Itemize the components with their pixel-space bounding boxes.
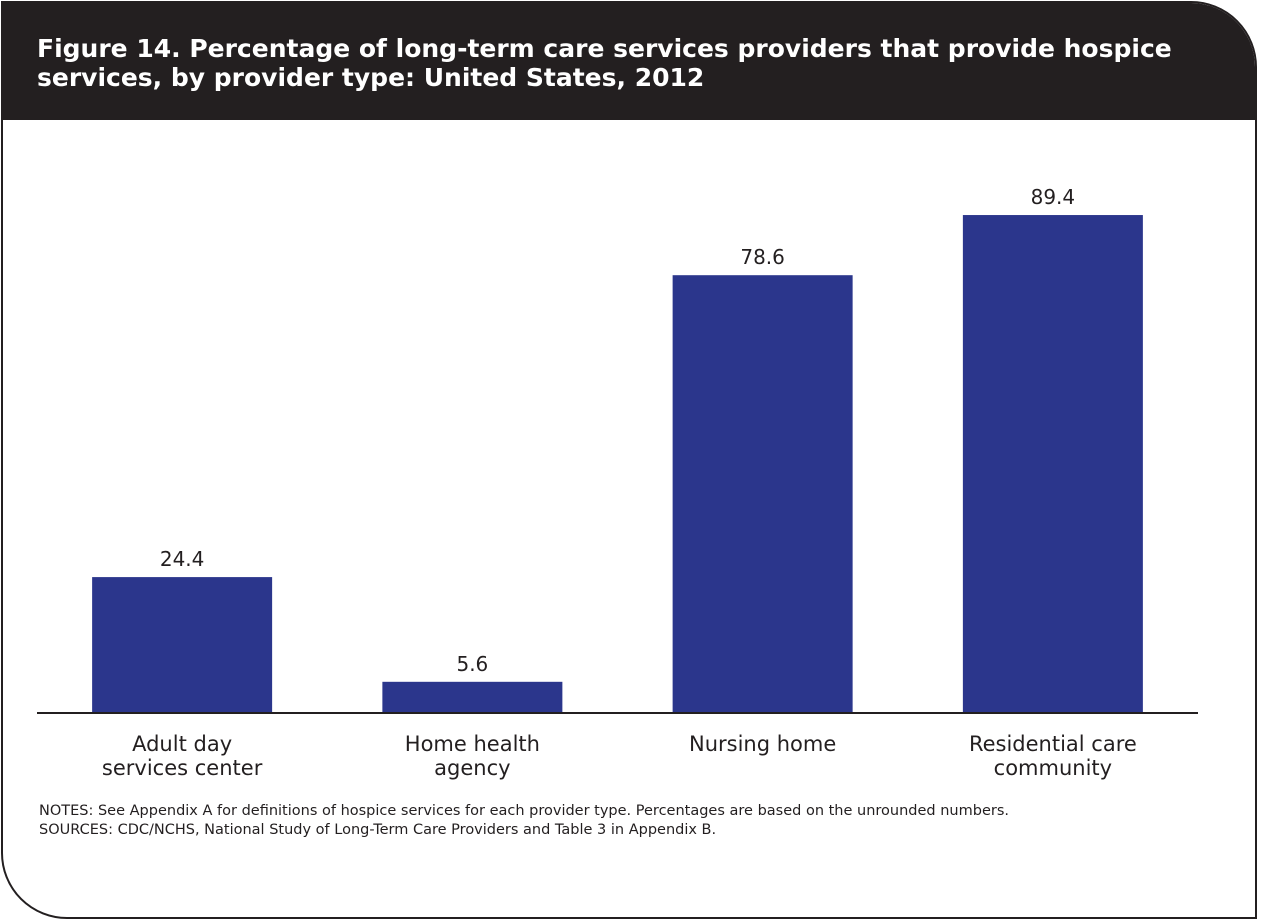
figure-header: Figure 14. Percentage of long-term care … <box>3 3 1255 120</box>
notes-text: NOTES: See Appendix A for definitions of… <box>39 803 1009 819</box>
category-label-line: Home health <box>405 732 540 756</box>
bar-value-label: 5.6 <box>456 652 488 676</box>
sources-text: SOURCES: CDC/NCHS, National Study of Lon… <box>39 822 717 838</box>
category-label: Adult day services center <box>102 732 263 780</box>
bar-value-label: 89.4 <box>1031 185 1076 209</box>
bar-value-label: 24.4 <box>160 547 205 571</box>
category-label-line: agency <box>434 756 510 780</box>
category-label-line: community <box>994 756 1112 780</box>
category-label-line: Nursing home <box>689 732 836 756</box>
bar-2 <box>672 275 853 713</box>
category-label: Home health agency <box>405 732 540 780</box>
category-label-line: Adult day <box>132 732 232 756</box>
category-label: Residential care community <box>969 732 1137 780</box>
category-label: Nursing home <box>689 732 836 756</box>
value-labels-group: 24.4 5.6 78.6 89.4 <box>160 185 1075 676</box>
bar-1 <box>382 681 563 713</box>
figure-notes: NOTES: See Appendix A for definitions of… <box>39 802 1219 840</box>
bars-group <box>92 215 1143 714</box>
bar-0 <box>92 577 273 713</box>
category-label-line: services center <box>102 756 263 780</box>
bar-value-label: 78.6 <box>740 245 785 269</box>
bar-3 <box>962 215 1143 714</box>
category-labels-group: Adult day services center Home health agenc… <box>102 732 1137 780</box>
bar-chart: 24.4 5.6 78.6 89.4 Adult day services center… <box>37 185 1198 780</box>
figure-title: Figure 14. Percentage of long-term care … <box>37 34 1172 92</box>
category-label-line: Residential care <box>969 732 1137 756</box>
